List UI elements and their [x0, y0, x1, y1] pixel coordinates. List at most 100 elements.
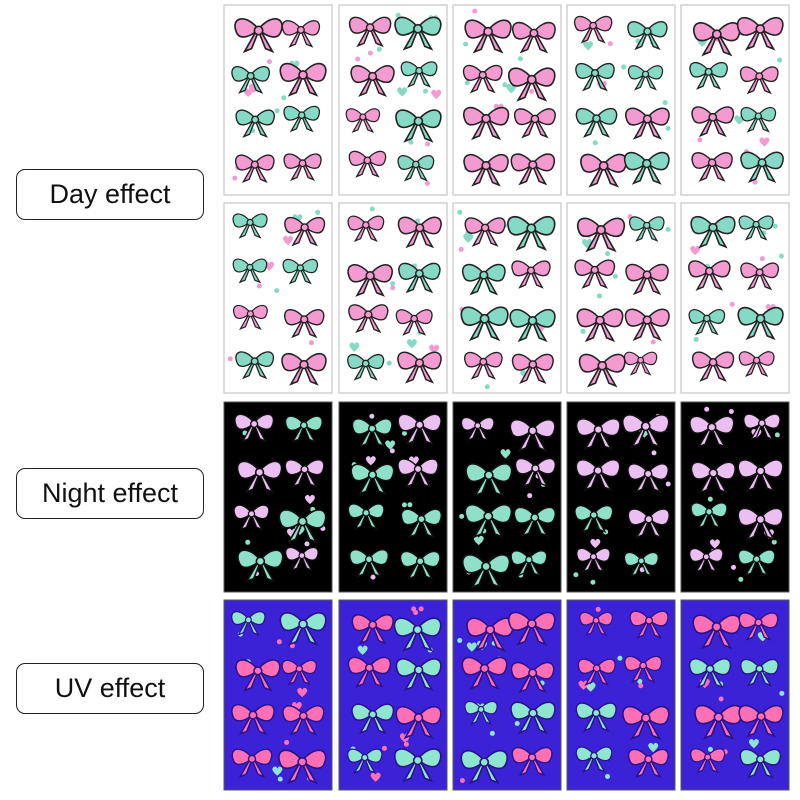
- dot: [395, 12, 401, 18]
- dot: [580, 328, 586, 334]
- dot: [617, 655, 623, 661]
- sticker-sheet: [680, 202, 790, 394]
- dot: [605, 773, 611, 779]
- dot: [605, 251, 611, 257]
- dot: [778, 253, 784, 259]
- dot: [369, 413, 375, 419]
- dot: [772, 223, 778, 229]
- dot: [662, 100, 668, 106]
- dot: [276, 639, 282, 645]
- sticker-sheet: [223, 202, 333, 394]
- sticker-sheet: [566, 4, 676, 196]
- dot: [401, 430, 407, 436]
- dot: [651, 450, 657, 456]
- effect-label: UV effect: [16, 663, 204, 714]
- dot: [639, 567, 645, 573]
- dot: [502, 82, 508, 88]
- dot: [370, 574, 376, 580]
- dot: [289, 643, 295, 649]
- dot: [607, 41, 613, 47]
- dot: [728, 409, 734, 415]
- dot: [707, 746, 713, 752]
- effect-label: Night effect: [16, 468, 204, 519]
- sticker-sheet: [452, 202, 562, 394]
- dot: [637, 678, 643, 684]
- dot: [729, 301, 735, 307]
- dot: [590, 579, 596, 585]
- sticker-sheet: [223, 4, 333, 196]
- dot: [514, 721, 520, 727]
- dot: [304, 541, 310, 547]
- dot: [389, 448, 395, 454]
- dot: [517, 56, 523, 62]
- dot: [232, 175, 238, 181]
- dot: [369, 206, 375, 212]
- dot: [718, 696, 724, 702]
- dot: [595, 606, 601, 612]
- dot: [457, 638, 463, 644]
- effect-label: Day effect: [16, 169, 204, 220]
- dot: [489, 730, 495, 736]
- dot: [227, 356, 233, 362]
- dot: [650, 339, 656, 345]
- dot: [390, 281, 396, 287]
- sticker-sheet: [452, 401, 562, 593]
- dot: [573, 572, 579, 578]
- dot: [281, 95, 287, 101]
- sticker-sheet: [680, 4, 790, 196]
- sticker-sheet: [223, 599, 333, 791]
- dot: [422, 88, 428, 94]
- dot: [665, 125, 671, 131]
- dot: [596, 293, 602, 299]
- dot: [621, 64, 627, 70]
- sticker-sheet: [338, 599, 448, 791]
- dot: [759, 256, 765, 262]
- dot: [665, 481, 671, 487]
- dot: [390, 285, 396, 291]
- dot: [308, 340, 314, 346]
- dot: [463, 41, 469, 47]
- dot: [752, 179, 758, 185]
- sticker-sheet: [338, 202, 448, 394]
- sticker-sheet: [223, 401, 333, 593]
- sticker-sheet: [452, 599, 562, 791]
- dot: [256, 283, 262, 289]
- dot: [693, 336, 699, 342]
- dot: [697, 137, 703, 143]
- dot: [774, 432, 780, 438]
- dot: [424, 180, 430, 186]
- dot: [472, 8, 478, 14]
- dot: [592, 140, 598, 146]
- dot: [638, 683, 644, 689]
- dot: [408, 139, 414, 145]
- dot: [355, 56, 361, 62]
- dot: [527, 493, 533, 499]
- dot: [771, 539, 777, 545]
- dot: [381, 745, 387, 751]
- dot: [407, 502, 413, 508]
- sticker-sheet: [680, 401, 790, 593]
- sticker-sheet: [452, 4, 562, 196]
- dot: [458, 246, 464, 252]
- dot: [704, 406, 710, 412]
- dot: [459, 513, 465, 519]
- dot: [459, 778, 465, 784]
- dot: [284, 739, 290, 745]
- dot: [277, 776, 283, 782]
- dot: [529, 88, 535, 94]
- dot: [245, 539, 251, 545]
- dot: [484, 384, 490, 390]
- sticker-sheet: [338, 4, 448, 196]
- dot: [274, 108, 280, 114]
- dot: [274, 288, 280, 294]
- dot: [612, 273, 618, 279]
- sticker-sheet: [338, 401, 448, 593]
- dot: [367, 50, 373, 56]
- dot: [731, 564, 737, 570]
- dot: [386, 360, 392, 366]
- dot: [707, 496, 713, 502]
- dot: [425, 141, 431, 147]
- sticker-sheet: [680, 599, 790, 791]
